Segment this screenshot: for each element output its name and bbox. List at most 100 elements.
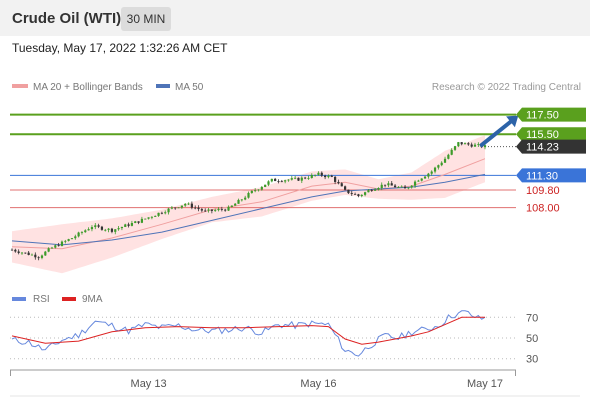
candle-body — [204, 210, 207, 212]
candle — [350, 190, 353, 196]
candle-body — [393, 185, 397, 188]
candle — [167, 207, 170, 215]
candle-body — [417, 180, 420, 182]
candle-body — [254, 190, 257, 192]
candle — [270, 178, 273, 183]
candle-body — [463, 143, 467, 145]
candle-body — [237, 199, 240, 204]
timeframe-button[interactable]: 30 MIN — [121, 7, 171, 31]
candle — [110, 227, 114, 234]
level-tag-2 — [516, 139, 586, 154]
candle — [207, 207, 210, 213]
candle — [260, 185, 263, 191]
candle-body — [144, 218, 147, 220]
candle — [54, 244, 57, 249]
candle-body — [270, 178, 273, 182]
candle — [164, 210, 167, 215]
candle — [264, 184, 267, 188]
candle — [50, 246, 54, 249]
candle — [120, 226, 124, 231]
candle — [317, 171, 320, 176]
candle — [360, 194, 363, 198]
candle — [447, 153, 450, 160]
candle-body — [100, 226, 104, 230]
candle-body — [220, 209, 223, 210]
time-tick-label-2: May 17 — [467, 378, 503, 390]
candle-body — [34, 254, 37, 258]
candle-body — [94, 225, 97, 228]
candle — [417, 179, 420, 182]
candle — [180, 205, 183, 209]
candle — [100, 225, 104, 231]
candle — [224, 208, 227, 212]
candle — [347, 189, 350, 194]
candle — [327, 174, 330, 179]
candle-body — [150, 216, 154, 218]
candle-body — [357, 194, 360, 197]
candle-body — [387, 183, 390, 186]
candle — [353, 192, 357, 195]
candle — [127, 222, 130, 228]
candle — [470, 142, 473, 148]
candle-body — [10, 249, 14, 251]
candle — [477, 142, 480, 147]
candle-body — [244, 197, 247, 200]
candle — [307, 175, 310, 180]
candle — [170, 205, 173, 210]
candle — [80, 231, 84, 235]
rsi-ma-legend-swatch — [62, 297, 76, 301]
candle-body — [20, 252, 24, 254]
rsi-tick-label-2: 30 — [526, 354, 538, 366]
candle-body — [40, 255, 44, 258]
candle — [220, 206, 223, 212]
candle — [314, 174, 317, 177]
candle-body — [224, 209, 227, 211]
candle-body — [14, 249, 17, 252]
candle — [214, 208, 217, 212]
candle-body — [450, 149, 453, 155]
candle — [134, 220, 137, 224]
candle — [377, 187, 380, 191]
candle-body — [430, 171, 433, 174]
candle-body — [350, 193, 353, 194]
candle — [380, 182, 383, 191]
candle-body — [373, 189, 377, 191]
candle-body — [347, 189, 350, 194]
candle-body — [167, 208, 170, 213]
candle-body — [267, 181, 270, 185]
candle-body — [403, 186, 407, 189]
candle — [117, 225, 120, 231]
candle-body — [130, 223, 134, 226]
candle-body — [70, 238, 74, 240]
candle-body — [210, 209, 213, 211]
candle — [277, 179, 280, 184]
candle-body — [410, 185, 413, 188]
candle-body — [124, 224, 127, 227]
candle-body — [154, 215, 157, 217]
candle-body — [264, 184, 267, 187]
level-label-4: 109.80 — [526, 185, 560, 197]
candle-body — [37, 257, 40, 259]
candle — [130, 220, 134, 227]
candle — [104, 228, 107, 232]
candle — [334, 175, 337, 185]
candle-body — [473, 144, 477, 147]
candle-body — [107, 228, 110, 230]
candle — [390, 181, 393, 186]
candle-body — [427, 173, 430, 177]
candle — [60, 240, 64, 247]
candle — [343, 185, 347, 191]
candle — [457, 141, 460, 148]
rsi-panel: 70 50 30 — [10, 310, 538, 366]
level-tag-0 — [516, 107, 586, 122]
candle-body — [437, 165, 440, 168]
candle — [27, 251, 30, 256]
candle-body — [50, 247, 54, 249]
candle — [324, 174, 327, 180]
candle-body — [114, 229, 117, 232]
candle — [244, 195, 247, 201]
candle — [440, 161, 443, 167]
candle-body — [370, 190, 373, 192]
candle-body — [214, 210, 217, 211]
